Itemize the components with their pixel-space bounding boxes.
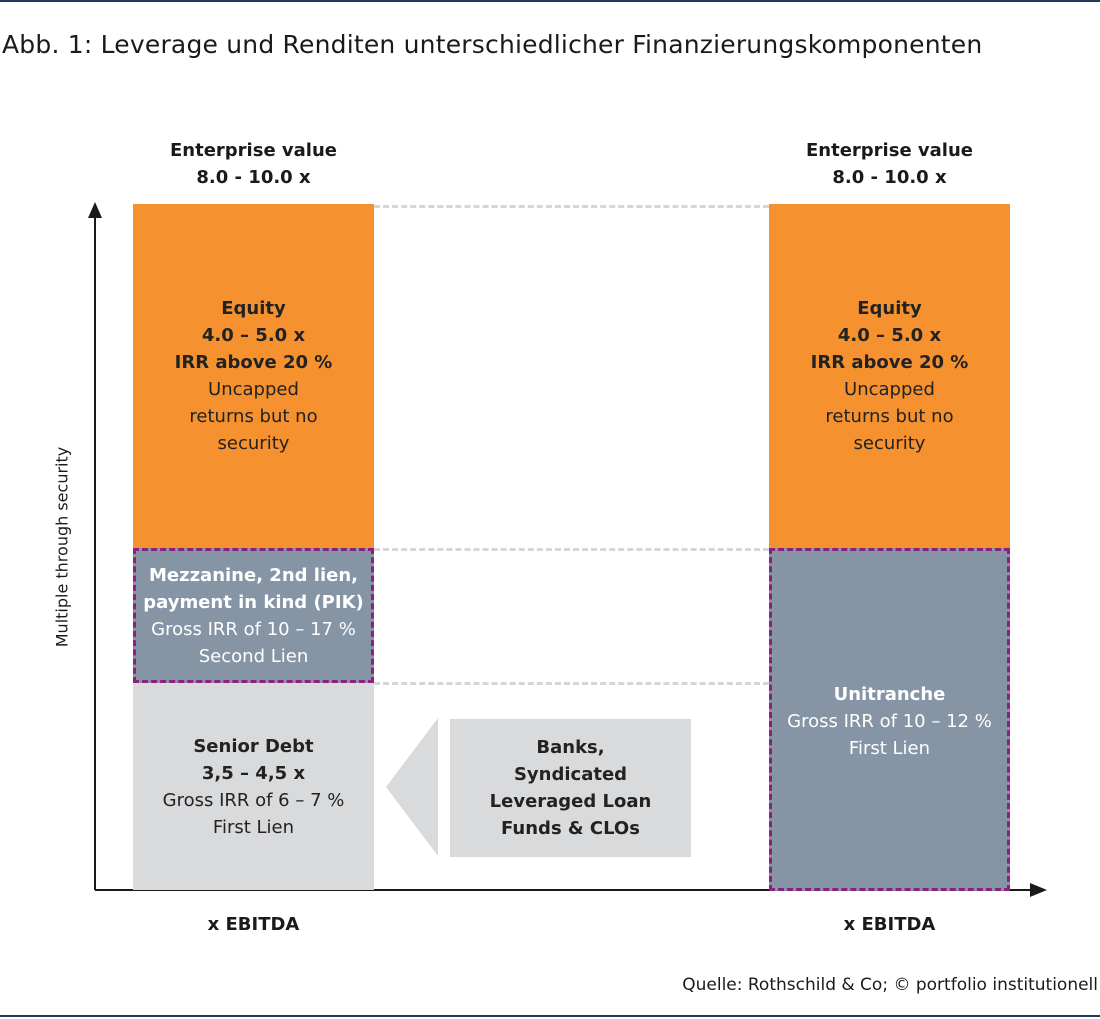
y-axis-label: Multiple through security	[52, 446, 72, 648]
mezzanine-irr: Gross IRR of 10 – 17 %	[151, 618, 356, 640]
right-equity-block: Equity 4.0 – 5.0 x IRR above 20 % Uncapp…	[769, 204, 1010, 548]
banks-line-3: Leveraged Loan	[489, 791, 652, 812]
banks-arrow-head	[386, 718, 438, 856]
connector-bottom	[374, 682, 769, 685]
right-equity-irr: IRR above 20 %	[810, 352, 969, 373]
unitranche-irr: Gross IRR of 10 – 12 %	[787, 711, 992, 732]
left-equity-note-1: Uncapped	[208, 379, 299, 400]
senior-multiple: 3,5 – 4,5 x	[201, 762, 306, 784]
left-equity-note-2: returns but no	[189, 406, 318, 427]
senior-irr: Gross IRR of 6 – 7 %	[162, 789, 345, 811]
left-mezzanine-block: Mezzanine, 2nd lien, payment in kind (PI…	[133, 548, 374, 683]
left-header-line1: Enterprise value	[170, 140, 337, 161]
senior-lien: First Lien	[212, 816, 295, 838]
top-rule	[0, 0, 1100, 2]
right-header-line1: Enterprise value	[806, 140, 973, 161]
right-header-line2: 8.0 - 10.0 x	[832, 167, 947, 188]
banks-line-4: Funds & CLOs	[501, 818, 640, 839]
bottom-rule	[0, 1015, 1100, 1017]
right-header: Enterprise value 8.0 - 10.0 x	[769, 137, 1010, 191]
senior-title: Senior Debt	[193, 735, 314, 757]
y-axis-arrow	[88, 202, 102, 218]
unitranche-lien: First Lien	[848, 738, 931, 759]
mezzanine-title-1: Mezzanine, 2nd lien,	[148, 564, 358, 586]
mezzanine-lien: Second Lien	[198, 645, 309, 667]
left-equity-title: Equity	[221, 298, 286, 319]
right-unitranche-block: Unitranche Gross IRR of 10 – 12 % First …	[769, 548, 1010, 891]
banks-line-1: Banks,	[536, 737, 605, 758]
left-equity-note-3: security	[217, 433, 290, 454]
left-header-line2: 8.0 - 10.0 x	[196, 167, 311, 188]
left-senior-debt-block: Senior Debt 3,5 – 4,5 x Gross IRR of 6 –…	[133, 683, 374, 890]
right-equity-multiple: 4.0 – 5.0 x	[837, 325, 942, 346]
unitranche-title: Unitranche	[833, 684, 946, 705]
source-note: Quelle: Rothschild & Co; © portfolio ins…	[682, 975, 1098, 995]
right-equity-note-2: returns but no	[825, 406, 954, 427]
right-equity-note-3: security	[853, 433, 926, 454]
right-equity-title: Equity	[857, 298, 922, 319]
x-axis-arrow	[1030, 883, 1047, 897]
connector-top	[374, 205, 769, 208]
mezzanine-title-2: payment in kind (PIK)	[143, 591, 364, 613]
x-axis-label-right: x EBITDA	[843, 914, 936, 935]
banks-box: Banks, Syndicated Leveraged Loan Funds &…	[450, 719, 691, 857]
connector-middle	[374, 548, 769, 551]
left-equity-multiple: 4.0 – 5.0 x	[201, 325, 306, 346]
figure-title: Abb. 1: Leverage und Renditen unterschie…	[2, 30, 983, 59]
left-equity-block: Equity 4.0 – 5.0 x IRR above 20 % Uncapp…	[133, 204, 374, 548]
right-equity-note-1: Uncapped	[844, 379, 935, 400]
left-equity-irr: IRR above 20 %	[174, 352, 333, 373]
left-header: Enterprise value 8.0 - 10.0 x	[133, 137, 374, 191]
x-axis-label-left: x EBITDA	[207, 914, 300, 935]
banks-line-2: Syndicated	[513, 764, 628, 785]
